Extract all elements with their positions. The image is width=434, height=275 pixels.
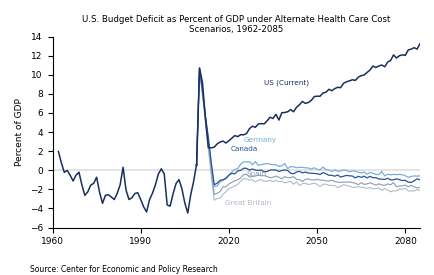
Text: Source: Center for Economic and Policy Research: Source: Center for Economic and Policy R… [30, 265, 218, 274]
Y-axis label: Percent of GDP: Percent of GDP [15, 98, 24, 166]
Text: US (Current): US (Current) [263, 79, 309, 86]
Text: Canada: Canada [230, 146, 257, 152]
Title: U.S. Budget Deficit as Percent of GDP under Alternate Health Care Cost
Scenarios: U.S. Budget Deficit as Percent of GDP un… [82, 15, 390, 34]
Text: Spain: Spain [246, 171, 266, 177]
Text: Germany: Germany [243, 137, 276, 143]
Text: Great Britain: Great Britain [224, 200, 270, 206]
